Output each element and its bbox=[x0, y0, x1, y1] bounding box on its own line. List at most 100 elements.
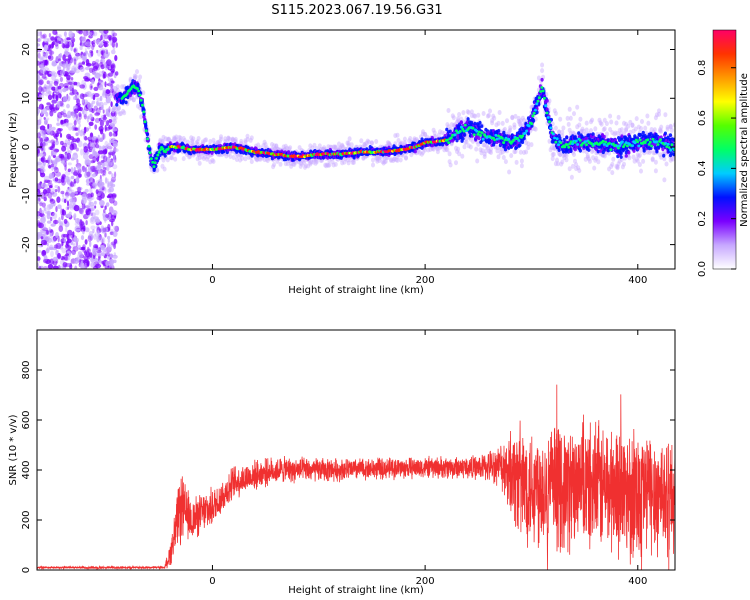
spectrogram-noise-cell bbox=[64, 170, 71, 176]
spectrogram-noise-cell bbox=[83, 126, 87, 134]
spectrogram-noise-cell bbox=[37, 211, 41, 217]
spectrogram-noise-cell bbox=[115, 71, 119, 76]
spectrogram-noise-cell bbox=[113, 200, 118, 206]
spectrogram-noise-cell bbox=[69, 200, 76, 205]
spectrogram-halo-cell bbox=[374, 139, 379, 144]
spectrogram-noise-cell bbox=[106, 180, 110, 188]
spectrogram-noise-cell bbox=[52, 191, 58, 197]
spectrogram-halo-cell bbox=[178, 135, 183, 141]
spectrogram-noise-cell bbox=[96, 235, 100, 243]
spectrogram-noise-cell bbox=[37, 132, 41, 139]
spectrogram-noise-cell bbox=[48, 226, 51, 232]
spectrogram-halo-cell bbox=[558, 116, 563, 122]
spectrogram-noise-cell bbox=[59, 133, 63, 138]
spectrogram-band-cell bbox=[152, 168, 156, 173]
spectrogram-noise-cell bbox=[83, 52, 86, 57]
spectrogram-noise-cell bbox=[84, 239, 88, 245]
spectrogram-noise-cell bbox=[57, 86, 62, 90]
spectrogram-halo-cell bbox=[486, 113, 491, 118]
spectrogram-noise-cell bbox=[104, 48, 109, 54]
spectrogram-noise-cell bbox=[63, 31, 67, 37]
spectrogram-noise-cell bbox=[110, 161, 114, 166]
spectrogram-halo-cell bbox=[639, 126, 643, 131]
spectrogram-noise-cell bbox=[51, 62, 57, 67]
spectrogram-noise-cell bbox=[91, 70, 96, 75]
spectrogram-noise-cell bbox=[66, 37, 71, 41]
spectrogram-noise-cell bbox=[107, 235, 111, 240]
spectrogram-noise-cell bbox=[37, 52, 41, 59]
spectrogram-band-cell bbox=[459, 120, 463, 125]
spectrogram-halo-cell bbox=[116, 106, 121, 111]
spectrogram-noise-cell bbox=[46, 242, 49, 247]
spectrogram-halo-cell bbox=[211, 159, 216, 164]
spectrogram-noise-cell bbox=[83, 113, 87, 120]
spectrogram-noise-cell bbox=[102, 87, 107, 93]
spectrogram-noise-cell bbox=[43, 207, 47, 212]
spectrogram-noise-cell bbox=[108, 106, 111, 113]
spectrogram-noise-cell bbox=[73, 166, 76, 173]
spectrogram-noise-cell bbox=[92, 252, 97, 256]
spectrogram-noise-cell bbox=[87, 31, 93, 36]
spectrogram-halo-cell bbox=[174, 134, 179, 140]
spectrogram-noise-cell bbox=[84, 171, 88, 176]
spectrogram-noise-cell bbox=[103, 101, 108, 106]
spectrogram-noise-cell bbox=[102, 173, 105, 177]
spectrogram-noise-cell bbox=[37, 256, 41, 261]
spectrogram-noise-cell bbox=[57, 204, 62, 209]
spectrogram-band-cell bbox=[163, 153, 167, 158]
spectrogram-noise-cell bbox=[100, 64, 105, 70]
spectrogram-noise-cell bbox=[73, 120, 77, 126]
spectrogram-noise-cell bbox=[99, 200, 105, 206]
spectrogram-noise-cell bbox=[46, 127, 51, 134]
spectrogram-noise-cell bbox=[79, 84, 86, 89]
spectrogram-halo-cell bbox=[610, 161, 615, 167]
spectrogram-halo-cell bbox=[604, 121, 609, 127]
spectrogram-noise-cell bbox=[97, 230, 100, 237]
spectrogram-halo-cell bbox=[454, 160, 458, 166]
spectrogram-noise-cell bbox=[64, 191, 70, 197]
spectrogram-noise-cell bbox=[67, 122, 73, 126]
spectrogram-halo-cell bbox=[526, 145, 531, 151]
spectrogram-noise-cell bbox=[63, 118, 67, 124]
spectrogram-halo-cell bbox=[165, 136, 170, 142]
spectrogram-noise-cell bbox=[50, 159, 53, 163]
spectrogram-noise-cell bbox=[41, 210, 44, 215]
spectrogram-noise-cell bbox=[112, 34, 115, 41]
spectrogram-halo-cell bbox=[566, 121, 571, 127]
spectrogram-noise-cell bbox=[57, 34, 62, 39]
spectrogram-noise-cell bbox=[74, 228, 81, 232]
spectrogram-noise-cell bbox=[80, 128, 85, 134]
spectrogram-noise-cell bbox=[104, 169, 107, 177]
spectrogram-noise-cell bbox=[64, 152, 68, 158]
spectrogram-halo-cell bbox=[160, 163, 165, 169]
spectrogram-noise-cell bbox=[68, 40, 73, 48]
spectrogram-halo-cell bbox=[587, 158, 592, 164]
spectrogram-noise-cell bbox=[73, 217, 76, 221]
spectrogram-noise-cell bbox=[37, 201, 44, 205]
spectrogram-noise-cell bbox=[112, 140, 118, 148]
spectrogram-noise-cell bbox=[69, 262, 72, 267]
spectrogram-noise-cell bbox=[81, 61, 86, 65]
spectrogram-noise-cell bbox=[111, 60, 114, 66]
spectrogram-noise-cell bbox=[43, 84, 47, 90]
spectrogram-halo-cell bbox=[630, 122, 635, 128]
spectrogram-halo-cell bbox=[173, 156, 178, 162]
spectrogram-noise-cell bbox=[76, 159, 79, 164]
spectrogram-noise-cell bbox=[102, 132, 105, 140]
spectrogram-noise-cell bbox=[69, 70, 76, 74]
spectrogram-halo-cell bbox=[577, 122, 582, 128]
spectrogram-noise-cell bbox=[83, 30, 89, 37]
spectrogram-noise-cell bbox=[71, 143, 78, 150]
spectrogram-noise-cell bbox=[104, 205, 107, 210]
spectrogram-noise-cell bbox=[43, 232, 48, 239]
spectrogram-noise-cell bbox=[101, 50, 104, 56]
spectrogram-noise-cell bbox=[112, 128, 118, 132]
spectrogram-halo-cell bbox=[572, 111, 576, 117]
spectrogram-noise-cell bbox=[54, 140, 59, 146]
spectrogram-noise-cell bbox=[73, 204, 80, 212]
spectrogram-halo-cell bbox=[540, 68, 545, 74]
spectrogram-halo-cell bbox=[637, 152, 642, 158]
spectrogram-noise-cell bbox=[43, 196, 47, 202]
spectrogram-noise-cell bbox=[52, 30, 58, 35]
